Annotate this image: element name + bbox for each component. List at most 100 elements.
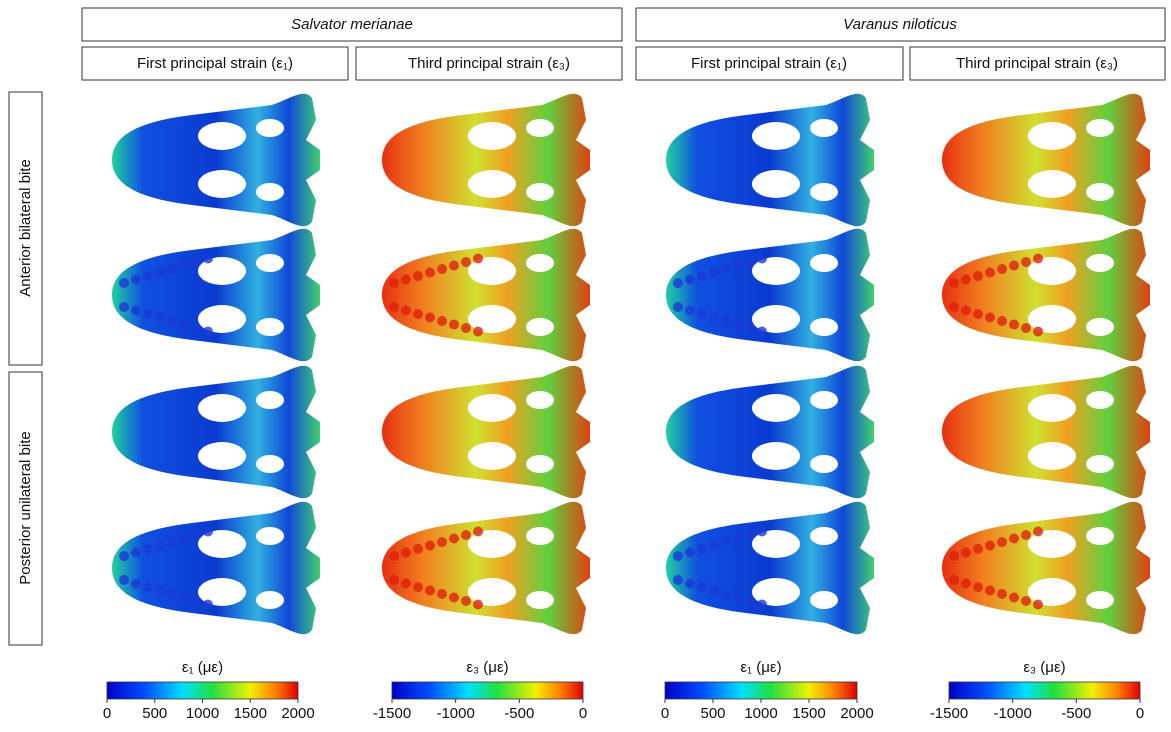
skull-opening	[468, 530, 516, 558]
skull-opening	[752, 530, 800, 558]
tooth	[437, 537, 447, 547]
skull	[112, 365, 320, 499]
skull-opening	[526, 591, 554, 609]
skull-opening	[752, 122, 800, 150]
colorbar-label: ε₁ (με)	[740, 659, 781, 676]
tooth	[1021, 257, 1031, 267]
tooth	[401, 305, 411, 316]
tooth	[673, 575, 683, 585]
tooth	[191, 530, 201, 540]
skull-opening	[256, 391, 284, 409]
skull-opening	[1028, 170, 1076, 198]
tooth	[179, 592, 189, 603]
tooth	[949, 575, 959, 585]
tooth	[733, 533, 743, 544]
tick-label: -1500	[930, 705, 968, 722]
skull-shape	[666, 501, 874, 635]
column-title: First principal strain (ε₁)	[137, 55, 293, 72]
tooth	[413, 582, 423, 592]
skull-opening	[198, 578, 246, 606]
tooth	[949, 278, 959, 288]
skull-shape	[666, 365, 874, 499]
skull-opening	[256, 527, 284, 545]
tooth	[191, 596, 201, 606]
tooth	[437, 264, 447, 274]
skull-opening	[198, 305, 246, 333]
skull	[382, 228, 590, 362]
skull-opening	[1028, 578, 1076, 606]
skull-opening	[468, 257, 516, 285]
skull-opening	[1086, 318, 1114, 336]
skull-opening	[526, 119, 554, 137]
skull-opening	[1028, 394, 1076, 422]
skull-opening	[468, 394, 516, 422]
colorbar-label: ε₃ (με)	[1023, 659, 1065, 676]
skull-opening	[256, 183, 284, 201]
tick-label: 0	[103, 705, 111, 722]
tick-label: 2000	[840, 705, 873, 722]
skull-opening	[752, 578, 800, 606]
tooth	[203, 526, 213, 537]
tooth	[473, 526, 483, 537]
tooth	[119, 278, 129, 288]
row-box	[8, 91, 43, 366]
tooth	[721, 264, 731, 274]
skull-shape	[942, 365, 1150, 499]
species-title: Salvator merianae	[291, 16, 413, 33]
tooth	[143, 271, 153, 281]
tooth	[179, 319, 189, 330]
tooth	[389, 278, 399, 288]
tooth	[119, 551, 129, 561]
tooth	[973, 582, 983, 592]
skull-opening	[810, 591, 838, 609]
tooth	[985, 267, 995, 278]
skull-opening	[810, 318, 838, 336]
tooth	[685, 274, 695, 285]
tooth	[437, 316, 447, 326]
skull-shape	[942, 228, 1150, 362]
skull-shape	[382, 365, 590, 499]
tooth	[673, 278, 683, 288]
skull-opening	[1086, 591, 1114, 609]
tooth	[425, 267, 435, 278]
tooth	[745, 530, 755, 540]
skull	[382, 93, 590, 227]
tooth	[131, 274, 141, 285]
tooth	[413, 309, 423, 319]
skull	[112, 501, 320, 635]
tooth	[709, 312, 719, 323]
tooth	[449, 533, 459, 544]
tooth	[167, 316, 177, 326]
row-box	[8, 371, 43, 646]
tooth	[401, 547, 411, 558]
skull-shape	[382, 228, 590, 362]
tooth	[685, 547, 695, 558]
skull-shape	[666, 93, 874, 227]
row-title: Posterior unilateral bite	[17, 431, 34, 584]
skull-shape	[666, 228, 874, 362]
skull	[942, 365, 1150, 499]
tooth	[167, 264, 177, 274]
skull-opening	[526, 455, 554, 473]
tooth	[203, 326, 213, 337]
skull-opening	[810, 455, 838, 473]
tick-label: -1000	[436, 705, 474, 722]
skull-opening	[198, 530, 246, 558]
skull	[382, 365, 590, 499]
tooth	[389, 551, 399, 561]
tooth	[425, 585, 435, 596]
tooth	[961, 305, 971, 316]
tooth	[1033, 526, 1043, 537]
tooth	[425, 312, 435, 323]
tick-label: -500	[1061, 705, 1091, 722]
skull-opening	[256, 318, 284, 336]
skull-opening	[1028, 305, 1076, 333]
tooth	[425, 540, 435, 551]
tooth	[697, 271, 707, 281]
colorbar	[391, 681, 584, 700]
skull-opening	[752, 257, 800, 285]
skull-shape	[112, 365, 320, 499]
tooth	[1021, 596, 1031, 606]
skull-opening	[810, 254, 838, 272]
column-box	[635, 46, 904, 81]
